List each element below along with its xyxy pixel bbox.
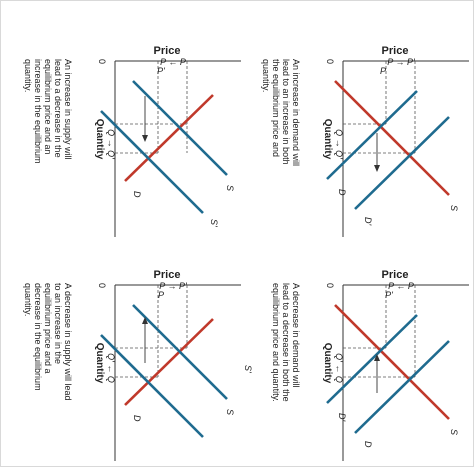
demand-label: D bbox=[337, 189, 347, 196]
demand-curve-shifted bbox=[354, 116, 450, 210]
caption-decrease-demand: A decrease in demand will lead to a decr… bbox=[271, 283, 301, 402]
quantity-arrow-label: Q → Q' bbox=[334, 129, 344, 159]
quantity-label: Quantity bbox=[94, 343, 105, 384]
origin-label: 0 bbox=[97, 59, 107, 64]
price-label: Price bbox=[154, 269, 181, 281]
graph-increase-supply: Price P ← P P' Q → Q' Quantity 0 D S S' bbox=[94, 45, 241, 237]
supply-curve bbox=[132, 80, 228, 176]
demand-curve bbox=[354, 340, 450, 434]
supply-curve bbox=[334, 304, 450, 420]
demand-curve bbox=[124, 318, 214, 406]
quantity-label: Quantity bbox=[322, 343, 333, 384]
quantity-label: Quantity bbox=[94, 119, 105, 160]
price-arrow-label: P ← P bbox=[160, 57, 186, 67]
origin-label: 0 bbox=[325, 283, 335, 288]
supply-curve bbox=[132, 304, 228, 400]
supply-label: S bbox=[225, 185, 235, 191]
panel-increase-demand: Price P → P' P Q → Q' Quantity 0 D D' S … bbox=[243, 21, 469, 237]
quantity-label: Quantity bbox=[322, 119, 333, 160]
panel-increase-supply: Price P ← P P' Q → Q' Quantity 0 D S S' … bbox=[15, 21, 241, 237]
origin-label: 0 bbox=[325, 59, 335, 64]
price-label: Price bbox=[382, 269, 409, 281]
shift-arrowhead bbox=[142, 135, 148, 142]
demand-label: D bbox=[363, 441, 373, 448]
demand-shifted-label: D' bbox=[337, 413, 347, 421]
origin-label: 0 bbox=[97, 283, 107, 288]
panel-decrease-supply: Price P → P' P Q' ← Q Quantity 0 D S S' … bbox=[15, 245, 253, 461]
demand-curve-shifted bbox=[326, 314, 418, 404]
graph-increase-demand: Price P → P' P Q → Q' Quantity 0 D D' S bbox=[322, 45, 469, 237]
price-arrow-label: P → P' bbox=[387, 57, 415, 67]
price-label: Price bbox=[382, 45, 409, 57]
quantity-arrow-label: Q' ← Q bbox=[334, 353, 344, 383]
quantity-arrow-label: Q → Q' bbox=[106, 129, 116, 159]
price-label: Price bbox=[154, 45, 181, 57]
supply-label: S bbox=[449, 429, 459, 435]
caption-increase-supply: An increase in supply will lead to a dec… bbox=[23, 59, 73, 164]
price-sub-label: P' bbox=[157, 66, 165, 76]
price-sub-label: P bbox=[380, 66, 386, 76]
supply-curve bbox=[334, 80, 450, 196]
quantity-arrow-label: Q' ← Q bbox=[106, 353, 116, 383]
shift-arrowhead bbox=[374, 354, 380, 361]
demand-label: D bbox=[132, 191, 142, 198]
supply-label: S bbox=[225, 409, 235, 415]
demand-shifted-label: D' bbox=[363, 217, 373, 225]
shift-arrowhead bbox=[374, 165, 380, 172]
caption-increase-demand: An increase in demand will lead to an in… bbox=[261, 59, 301, 167]
price-arrow-label: P ← P bbox=[388, 281, 414, 291]
supply-curve-shifted bbox=[100, 110, 204, 214]
supply-shifted-label: S' bbox=[243, 365, 253, 373]
graph-decrease-supply: Price P → P' P Q' ← Q Quantity 0 D S S' bbox=[94, 269, 253, 461]
demand-label: D bbox=[132, 415, 142, 422]
price-arrow-label: P → P' bbox=[159, 281, 187, 291]
caption-decrease-supply: A decrease in supply will lead to an inc… bbox=[23, 283, 73, 401]
demand-curve bbox=[124, 94, 214, 182]
graph-decrease-demand: Price P ← P P' Q' ← Q Quantity 0 D D' S bbox=[322, 269, 469, 461]
price-sub-label: P bbox=[158, 290, 164, 300]
shift-arrowhead bbox=[142, 317, 148, 324]
supply-shifted-label: S' bbox=[209, 219, 219, 227]
price-sub-label: P' bbox=[385, 290, 393, 300]
panel-decrease-demand: Price P ← P P' Q' ← Q Quantity 0 D D' S … bbox=[243, 245, 469, 461]
supply-label: S bbox=[449, 205, 459, 211]
demand-curve bbox=[326, 90, 418, 180]
supply-curve-shifted bbox=[100, 334, 204, 438]
